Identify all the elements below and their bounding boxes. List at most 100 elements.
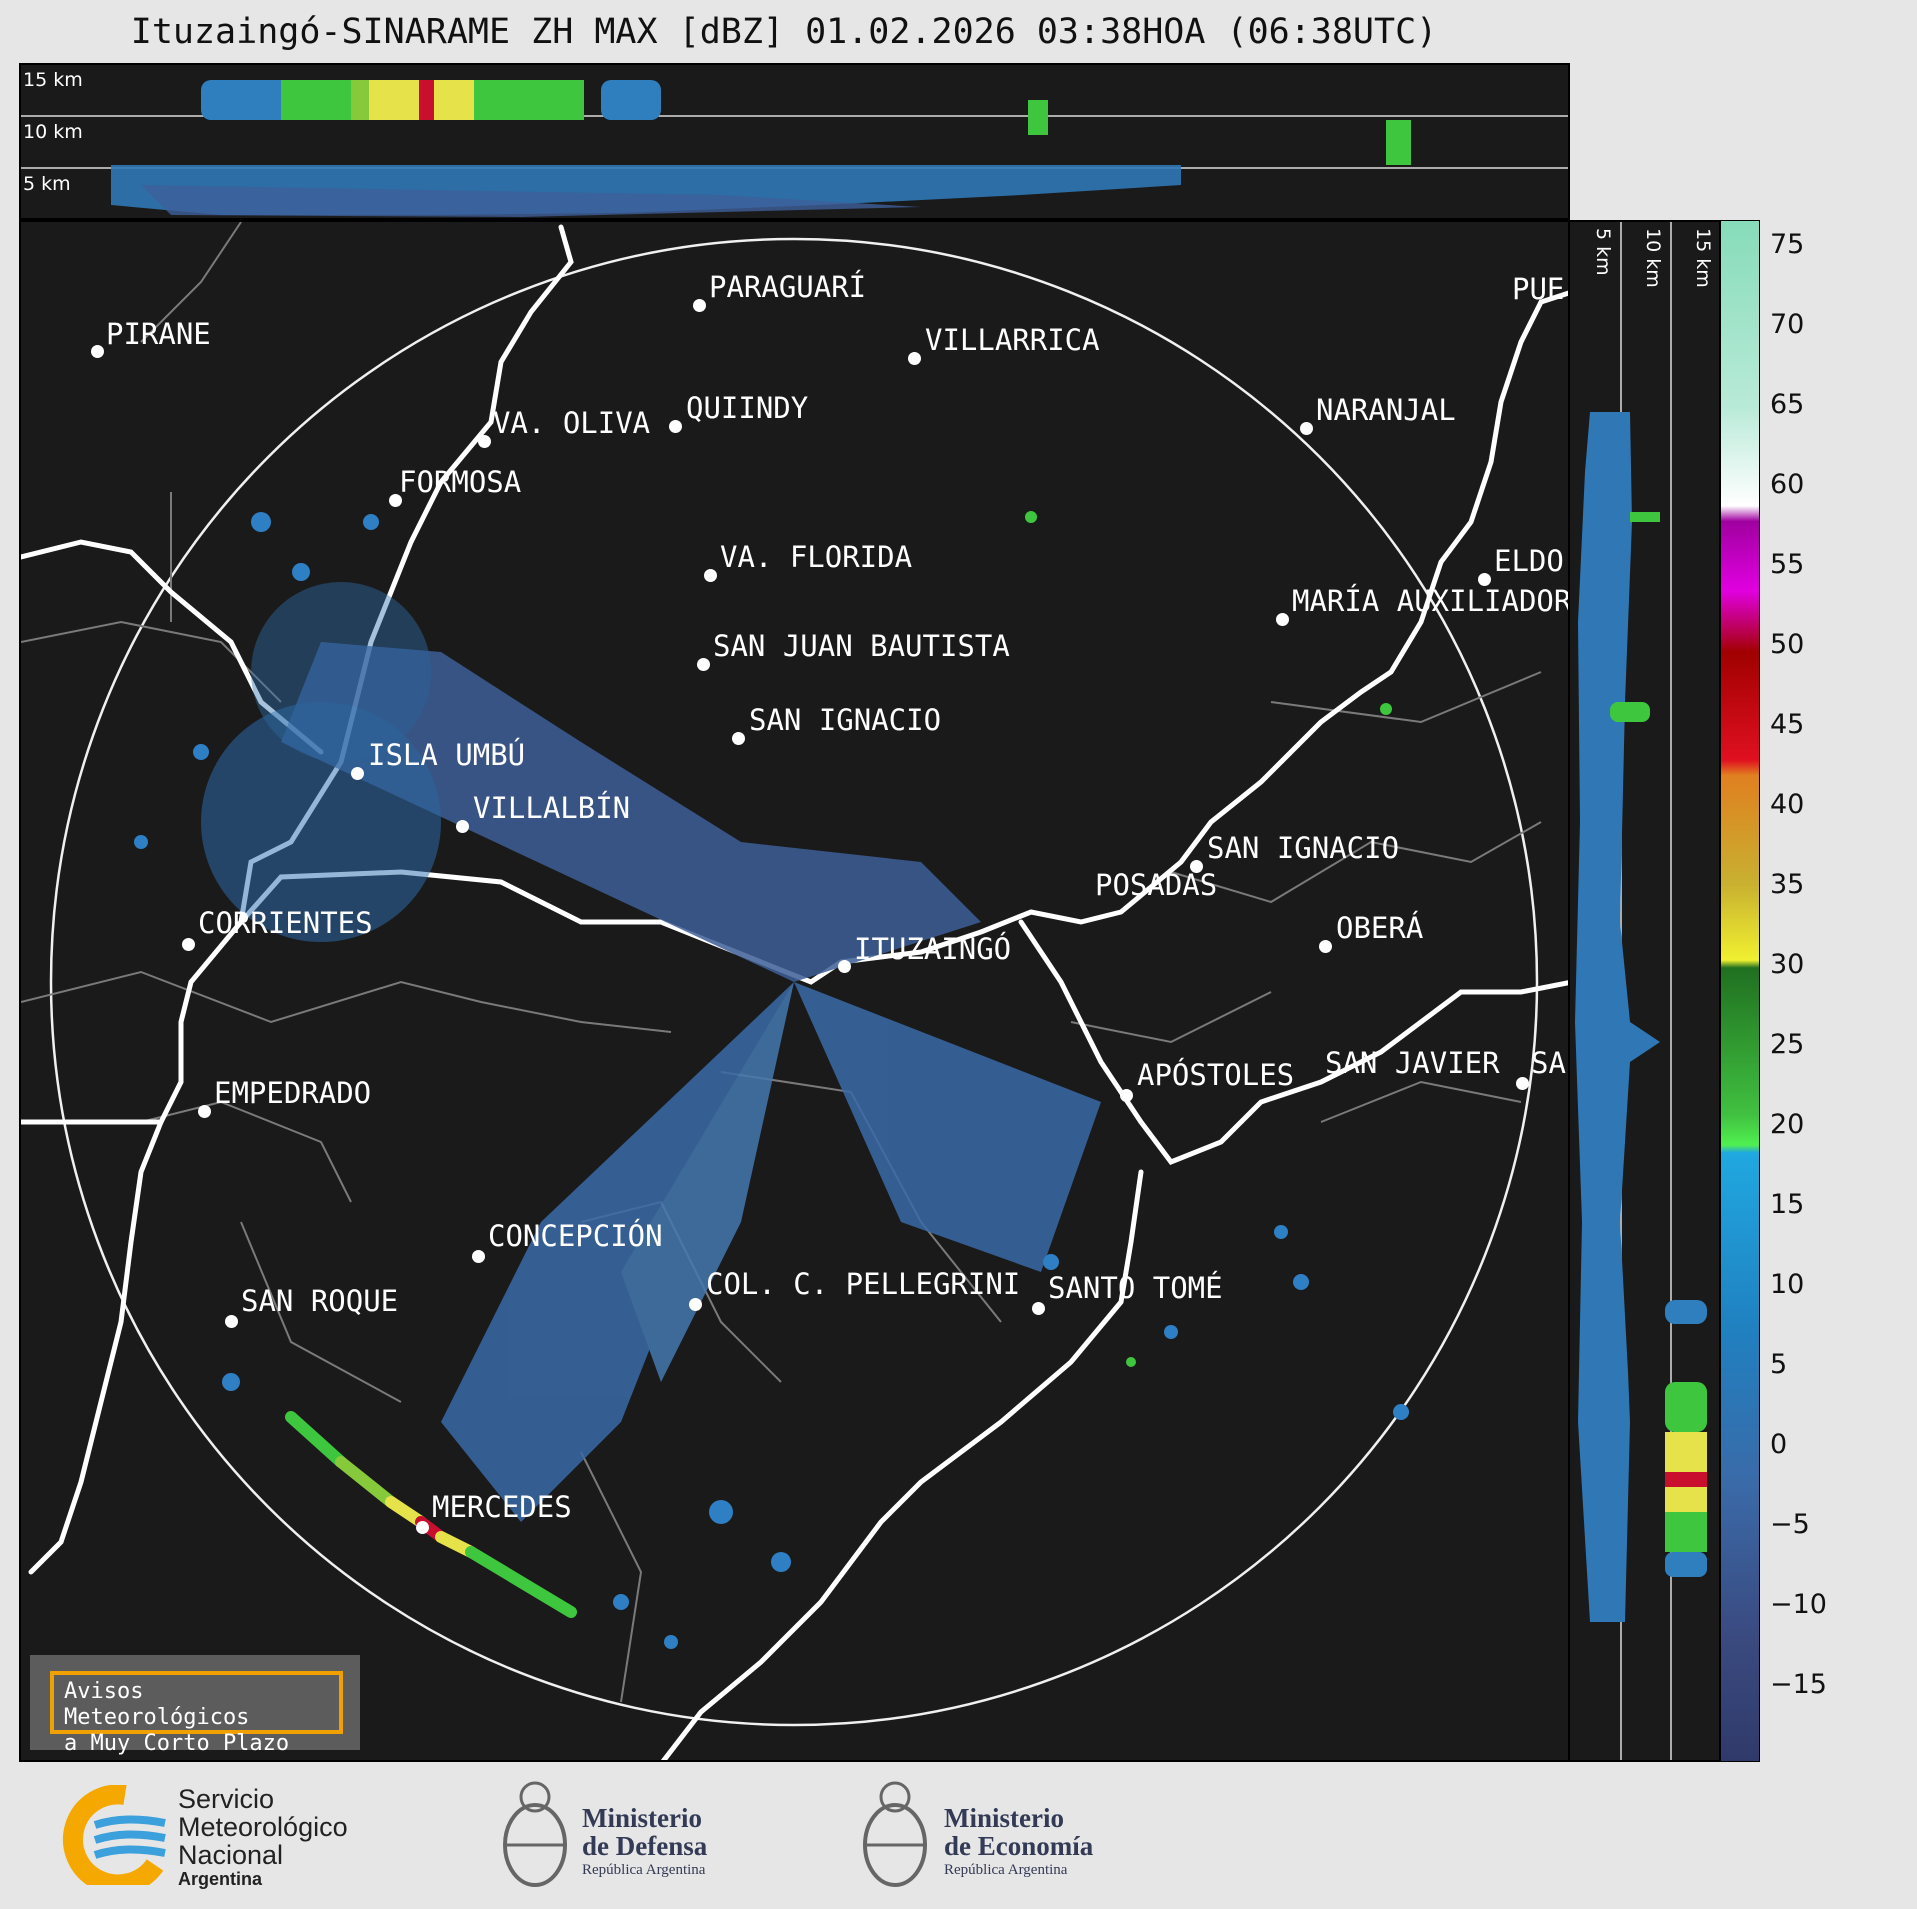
city-label: NARANJAL: [1316, 393, 1456, 427]
radar-map[interactable]: PIRANE PARAGUARÍ VILLARRICA QUIINDY VA. …: [19, 220, 1570, 1762]
city-dot: [1276, 613, 1289, 626]
economia-coat-of-arms-icon: [855, 1775, 935, 1904]
defensa-coat-of-arms-icon: [495, 1775, 575, 1904]
colorbar-tick: 75: [1770, 229, 1805, 260]
economia-name: Ministerio de Economía República Argenti…: [944, 1804, 1093, 1880]
alt-label-10km: 10 km: [23, 121, 83, 143]
city-label: SAN IGNACIO: [749, 703, 942, 737]
colorbar-tick: 60: [1770, 469, 1805, 500]
city-label: APÓSTOLES: [1137, 1058, 1295, 1092]
city-dot: [1319, 940, 1332, 953]
city-label: ISLA UMBÚ: [368, 738, 526, 772]
colorbar-tick: 25: [1770, 1029, 1805, 1060]
warning-line-1: Avisos Meteorológicos: [64, 1679, 250, 1730]
city-dot: [689, 1298, 702, 1311]
colorbar-tick: 0: [1770, 1429, 1788, 1460]
colorbar-tick: −5: [1770, 1509, 1810, 1540]
city-dot: [1032, 1302, 1045, 1315]
city-dot: [478, 435, 491, 448]
city-dot: [1190, 860, 1203, 873]
city-dot: [1516, 1077, 1529, 1090]
colorbar-tick: 40: [1770, 789, 1805, 820]
economia-line-3: República Argentina: [944, 1862, 1068, 1878]
warning-line-2: a Muy Corto Plazo: [64, 1731, 290, 1756]
city-dot: [182, 938, 195, 951]
city-dot: [472, 1250, 485, 1263]
dbz-colorbar: [1720, 220, 1760, 1762]
colorbar-tick: 15: [1770, 1189, 1805, 1220]
city-label: CORRIENTES: [198, 906, 373, 940]
city-label: SANTO TOMÉ: [1048, 1271, 1223, 1305]
city-dot: [697, 658, 710, 671]
colorbar-tick: 50: [1770, 629, 1805, 660]
city-label: EMPEDRADO: [214, 1076, 372, 1110]
colorbar-tick: 10: [1770, 1269, 1805, 1300]
colorbar-tick: 30: [1770, 949, 1805, 980]
defensa-line-2: de Defensa: [582, 1831, 708, 1861]
city-dot: [416, 1521, 429, 1534]
city-label: SA: [1531, 1046, 1566, 1080]
colorbar-tick: −10: [1770, 1589, 1827, 1620]
city-dot: [225, 1315, 238, 1328]
colorbar-tick: 20: [1770, 1109, 1805, 1140]
city-dot: [91, 345, 104, 358]
range-ring: [49, 237, 1539, 1727]
colorbar-tick: 70: [1770, 309, 1805, 340]
city-label: OBERÁ: [1336, 911, 1424, 945]
warning-box[interactable]: Avisos Meteorológicos a Muy Corto Plazo: [30, 1655, 360, 1756]
city-dot: [669, 420, 682, 433]
city-label: PIRANE: [106, 317, 211, 351]
economia-line-1: Ministerio: [944, 1803, 1064, 1833]
colorbar-tick: 35: [1770, 869, 1805, 900]
city-dot: [1478, 573, 1491, 586]
alt-label-5km: 5 km: [23, 173, 71, 195]
smn-line-1: Servicio: [178, 1784, 275, 1814]
city-label: SAN JUAN BAUTISTA: [713, 629, 1010, 663]
city-dot: [693, 299, 706, 312]
alt-label-15km: 15 km: [23, 69, 83, 91]
city-dot: [732, 732, 745, 745]
economia-line-2: de Economía: [944, 1831, 1094, 1861]
city-label: ELDO: [1494, 544, 1564, 578]
city-label: MARÍA AUXILIADOR: [1292, 584, 1570, 618]
city-dot: [1300, 422, 1313, 435]
side-alt-10km: 10 km: [1642, 228, 1664, 288]
city-label: VILLALBÍN: [473, 791, 631, 825]
city-label: SAN IGNACIO: [1207, 831, 1400, 865]
city-label: VA. FLORIDA: [720, 540, 913, 574]
city-label: VA. OLIVA: [493, 406, 651, 440]
smn-line-4: Argentina: [178, 1869, 263, 1889]
map-title: Ituzaingó-SINARAME ZH MAX [dBZ] 01.02.20…: [130, 12, 1438, 52]
city-label: SAN JAVIER: [1325, 1046, 1500, 1080]
city-dot: [908, 352, 921, 365]
colorbar-tick: −15: [1770, 1669, 1827, 1700]
smn-logo: [55, 1784, 175, 1895]
defensa-line-3: República Argentina: [582, 1862, 706, 1878]
colorbar-tick: 65: [1770, 389, 1805, 420]
side-alt-15km: 15 km: [1692, 228, 1714, 288]
smn-line-2: Meteorológico: [178, 1812, 348, 1842]
city-label: COL. C. PELLEGRINI: [706, 1267, 1021, 1301]
smn-logo-icon: [62, 1784, 166, 1895]
colorbar-tick: 55: [1770, 549, 1805, 580]
defensa-line-1: Ministerio: [582, 1803, 702, 1833]
top-elevation-panel: 15 km 10 km 5 km: [19, 63, 1570, 220]
city-dot: [456, 820, 469, 833]
city-dot: [704, 569, 717, 582]
warning-link[interactable]: Avisos Meteorológicos a Muy Corto Plazo: [50, 1671, 343, 1756]
city-label: VILLARRICA: [925, 323, 1100, 357]
colorbar-tick: 5: [1770, 1349, 1788, 1380]
city-label: QUIINDY: [686, 391, 809, 425]
defensa-name: Ministerio de Defensa República Argentin…: [582, 1804, 707, 1880]
city-label: MERCEDES: [432, 1490, 572, 1524]
smn-line-3: Nacional: [178, 1840, 284, 1870]
city-label: FORMOSA: [399, 465, 522, 499]
side-elevation-panel: 5 km 10 km 15 km: [1568, 220, 1721, 1762]
city-label: CONCEPCIÓN: [488, 1219, 663, 1253]
smn-name: Servicio Meteorológico Nacional Argentin…: [178, 1785, 348, 1889]
city-label: PARAGUARÍ: [709, 270, 867, 304]
colorbar-tick: 45: [1770, 709, 1805, 740]
city-dot: [1120, 1089, 1133, 1102]
city-label: PUE: [1512, 272, 1565, 306]
city-label: POSADAS: [1095, 868, 1218, 902]
